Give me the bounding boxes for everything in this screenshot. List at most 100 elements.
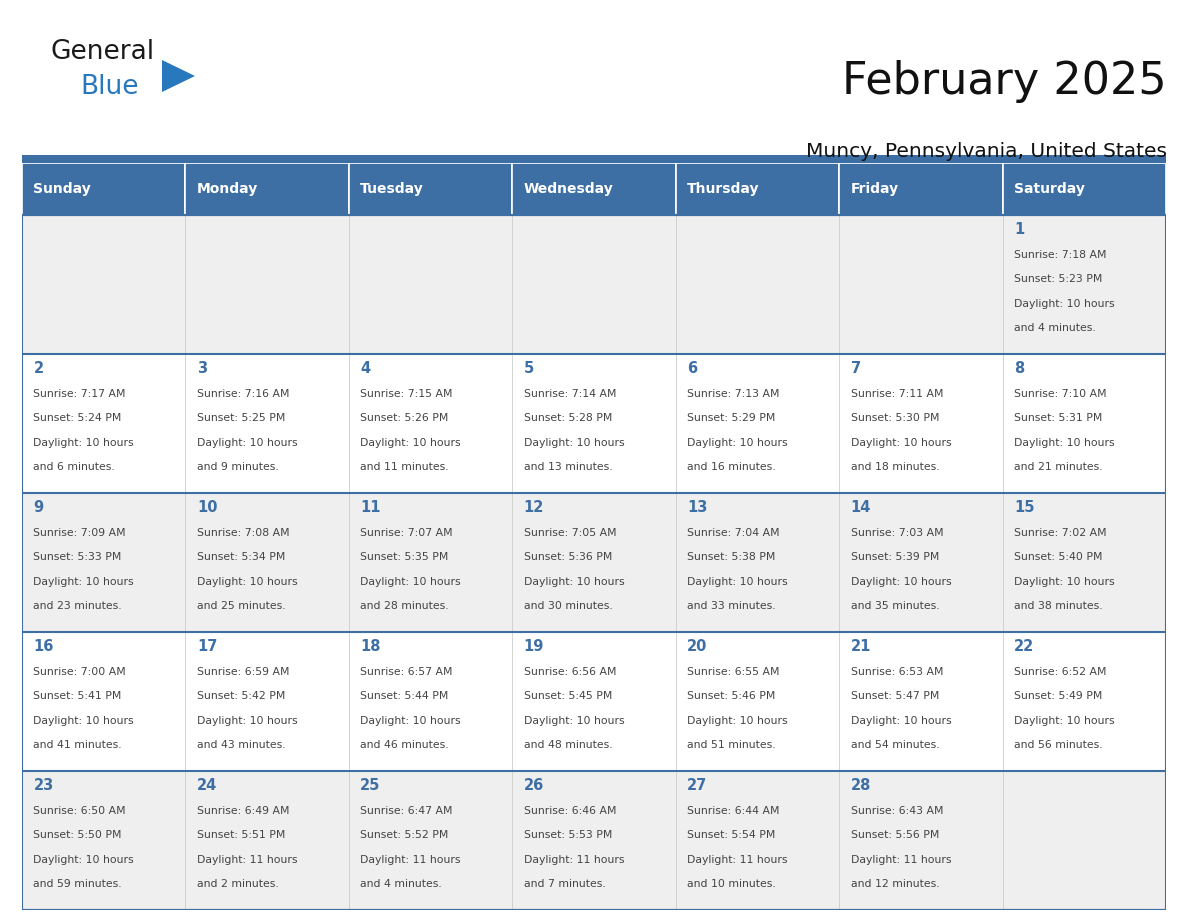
Text: Sunrise: 7:08 AM: Sunrise: 7:08 AM (197, 528, 290, 538)
Text: Sunset: 5:29 PM: Sunset: 5:29 PM (687, 413, 776, 423)
Text: Daylight: 10 hours: Daylight: 10 hours (524, 438, 625, 448)
Text: Sunset: 5:33 PM: Sunset: 5:33 PM (33, 553, 122, 563)
Bar (1003, 354, 1165, 493)
Text: Sunset: 5:34 PM: Sunset: 5:34 PM (197, 553, 285, 563)
Text: Daylight: 10 hours: Daylight: 10 hours (1015, 716, 1114, 725)
Text: Daylight: 10 hours: Daylight: 10 hours (851, 716, 952, 725)
Text: and 2 minutes.: and 2 minutes. (197, 879, 279, 889)
Text: Sunrise: 7:17 AM: Sunrise: 7:17 AM (33, 389, 126, 399)
Text: Sunset: 5:31 PM: Sunset: 5:31 PM (1015, 413, 1102, 423)
Text: and 12 minutes.: and 12 minutes. (851, 879, 940, 889)
Text: Sunrise: 7:07 AM: Sunrise: 7:07 AM (360, 528, 453, 538)
Text: Sunset: 5:40 PM: Sunset: 5:40 PM (1015, 553, 1102, 563)
Text: Muncy, Pennsylvania, United States: Muncy, Pennsylvania, United States (805, 142, 1167, 162)
Text: and 6 minutes.: and 6 minutes. (33, 462, 115, 472)
Bar (676, 771, 839, 910)
Text: Daylight: 10 hours: Daylight: 10 hours (360, 716, 461, 725)
Bar (839, 216, 1003, 354)
Text: 13: 13 (687, 500, 708, 515)
Bar (1003, 633, 1165, 771)
Text: and 59 minutes.: and 59 minutes. (33, 879, 122, 889)
Bar (512, 493, 676, 633)
Text: Daylight: 11 hours: Daylight: 11 hours (360, 855, 461, 865)
Text: Sunrise: 7:18 AM: Sunrise: 7:18 AM (1015, 250, 1106, 260)
Bar (349, 354, 512, 493)
Text: and 9 minutes.: and 9 minutes. (197, 462, 279, 472)
Text: and 21 minutes.: and 21 minutes. (1015, 462, 1102, 472)
Text: and 30 minutes.: and 30 minutes. (524, 601, 613, 611)
Text: Sunrise: 6:53 AM: Sunrise: 6:53 AM (851, 667, 943, 677)
Text: Sunrise: 7:13 AM: Sunrise: 7:13 AM (687, 389, 779, 399)
Text: Blue: Blue (80, 74, 139, 100)
Text: and 46 minutes.: and 46 minutes. (360, 740, 449, 750)
Text: Sunday: Sunday (33, 182, 91, 196)
Text: and 11 minutes.: and 11 minutes. (360, 462, 449, 472)
Text: and 16 minutes.: and 16 minutes. (687, 462, 776, 472)
Text: Sunset: 5:56 PM: Sunset: 5:56 PM (851, 830, 939, 840)
Text: 28: 28 (851, 778, 871, 793)
Text: Sunset: 5:52 PM: Sunset: 5:52 PM (360, 830, 449, 840)
Text: Sunrise: 6:55 AM: Sunrise: 6:55 AM (687, 667, 779, 677)
Text: 27: 27 (687, 778, 707, 793)
Text: Sunset: 5:41 PM: Sunset: 5:41 PM (33, 691, 122, 701)
Text: Sunset: 5:44 PM: Sunset: 5:44 PM (360, 691, 449, 701)
Text: and 51 minutes.: and 51 minutes. (687, 740, 776, 750)
Text: and 18 minutes.: and 18 minutes. (851, 462, 940, 472)
Text: 12: 12 (524, 500, 544, 515)
Text: Daylight: 10 hours: Daylight: 10 hours (687, 577, 788, 587)
Text: Daylight: 10 hours: Daylight: 10 hours (360, 577, 461, 587)
Text: Daylight: 10 hours: Daylight: 10 hours (33, 716, 134, 725)
Text: Sunset: 5:38 PM: Sunset: 5:38 PM (687, 553, 776, 563)
Text: 25: 25 (360, 778, 380, 793)
Bar (23, 633, 185, 771)
Text: 20: 20 (687, 639, 708, 654)
Text: Daylight: 10 hours: Daylight: 10 hours (33, 438, 134, 448)
Bar (185, 163, 349, 216)
Text: Daylight: 10 hours: Daylight: 10 hours (1015, 438, 1114, 448)
Text: Monday: Monday (197, 182, 258, 196)
Text: 22: 22 (1015, 639, 1035, 654)
Text: Daylight: 10 hours: Daylight: 10 hours (33, 855, 134, 865)
Text: and 7 minutes.: and 7 minutes. (524, 879, 606, 889)
Bar (349, 216, 512, 354)
Text: 7: 7 (851, 361, 861, 376)
Text: 23: 23 (33, 778, 53, 793)
Text: and 56 minutes.: and 56 minutes. (1015, 740, 1102, 750)
Text: Sunrise: 7:00 AM: Sunrise: 7:00 AM (33, 667, 126, 677)
Text: Sunset: 5:51 PM: Sunset: 5:51 PM (197, 830, 285, 840)
Text: Daylight: 10 hours: Daylight: 10 hours (1015, 298, 1114, 308)
Text: 3: 3 (197, 361, 207, 376)
Text: Sunrise: 6:57 AM: Sunrise: 6:57 AM (360, 667, 453, 677)
Bar (349, 771, 512, 910)
Text: 11: 11 (360, 500, 381, 515)
Bar (1003, 216, 1165, 354)
Text: Sunset: 5:24 PM: Sunset: 5:24 PM (33, 413, 122, 423)
Bar (676, 163, 839, 216)
Text: and 43 minutes.: and 43 minutes. (197, 740, 285, 750)
Bar (839, 163, 1003, 216)
Text: Sunrise: 6:52 AM: Sunrise: 6:52 AM (1015, 667, 1106, 677)
Text: Sunrise: 7:04 AM: Sunrise: 7:04 AM (687, 528, 779, 538)
Text: Sunrise: 7:03 AM: Sunrise: 7:03 AM (851, 528, 943, 538)
Bar (23, 354, 185, 493)
Text: Sunrise: 7:15 AM: Sunrise: 7:15 AM (360, 389, 453, 399)
Text: Sunset: 5:47 PM: Sunset: 5:47 PM (851, 691, 939, 701)
Text: Sunset: 5:54 PM: Sunset: 5:54 PM (687, 830, 776, 840)
Text: and 4 minutes.: and 4 minutes. (360, 879, 442, 889)
Bar (185, 771, 349, 910)
Text: Sunset: 5:28 PM: Sunset: 5:28 PM (524, 413, 612, 423)
Text: Sunset: 5:49 PM: Sunset: 5:49 PM (1015, 691, 1102, 701)
Text: and 48 minutes.: and 48 minutes. (524, 740, 612, 750)
Text: Sunrise: 6:44 AM: Sunrise: 6:44 AM (687, 806, 779, 816)
Text: 1: 1 (1015, 222, 1024, 237)
Bar (1003, 163, 1165, 216)
Text: Tuesday: Tuesday (360, 182, 424, 196)
Text: 24: 24 (197, 778, 217, 793)
Text: Sunset: 5:46 PM: Sunset: 5:46 PM (687, 691, 776, 701)
Text: Wednesday: Wednesday (524, 182, 613, 196)
Text: Sunset: 5:45 PM: Sunset: 5:45 PM (524, 691, 612, 701)
Bar (839, 354, 1003, 493)
Bar (349, 493, 512, 633)
Text: Saturday: Saturday (1015, 182, 1085, 196)
Bar (512, 163, 676, 216)
